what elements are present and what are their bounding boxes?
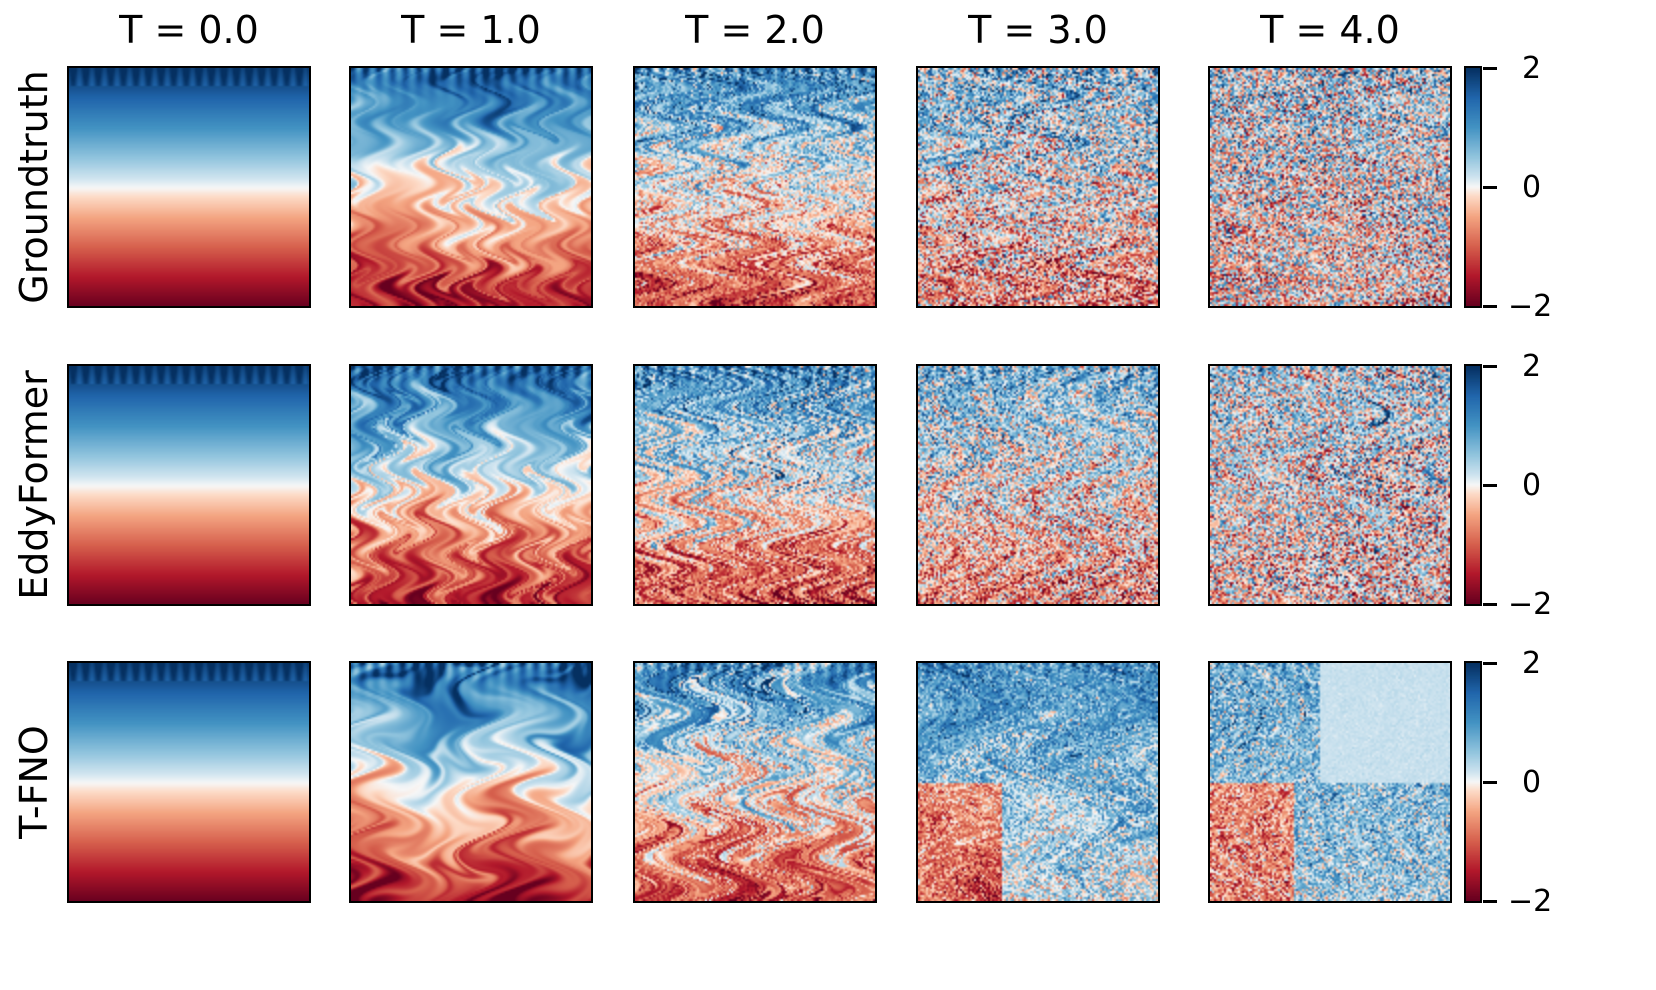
colorbar-tick-label: 2	[1522, 50, 1542, 86]
column-title: T = 1.0	[401, 8, 541, 52]
colorbar-tick-label: 2	[1522, 348, 1542, 384]
heatmap-panel	[349, 364, 593, 606]
colorbar-tick-label: −2	[1508, 288, 1553, 324]
colorbar-tick	[1483, 484, 1497, 487]
heatmap-panel	[1208, 66, 1452, 308]
heatmap-canvas	[351, 68, 591, 306]
heatmap-panel	[349, 66, 593, 308]
heatmap-panel	[1208, 364, 1452, 606]
heatmap-canvas	[918, 663, 1158, 901]
colorbar-gradient	[1466, 68, 1480, 306]
colorbar	[1464, 66, 1482, 308]
heatmap-canvas	[69, 663, 309, 901]
heatmap-canvas	[69, 68, 309, 306]
heatmap-canvas	[918, 68, 1158, 306]
colorbar-tick	[1483, 603, 1497, 606]
heatmap-canvas	[635, 366, 875, 604]
column-title: T = 0.0	[119, 8, 259, 52]
heatmap-panel	[349, 661, 593, 903]
colorbar	[1464, 661, 1482, 903]
colorbar-tick	[1483, 365, 1497, 368]
heatmap-panel	[1208, 661, 1452, 903]
heatmap-panel	[916, 66, 1160, 308]
heatmap-canvas	[1210, 366, 1450, 604]
colorbar-tick	[1483, 305, 1497, 308]
heatmap-panel	[916, 364, 1160, 606]
column-title: T = 3.0	[968, 8, 1108, 52]
heatmap-panel	[916, 661, 1160, 903]
heatmap-canvas	[635, 68, 875, 306]
colorbar-tick	[1483, 781, 1497, 784]
colorbar-tick-label: 0	[1522, 169, 1542, 205]
colorbar-tick	[1483, 900, 1497, 903]
heatmap-panel	[633, 66, 877, 308]
heatmap-canvas	[69, 366, 309, 604]
heatmap-canvas	[918, 366, 1158, 604]
colorbar-tick	[1483, 186, 1497, 189]
colorbar-tick-label: −2	[1508, 586, 1553, 622]
colorbar	[1464, 364, 1482, 606]
colorbar-gradient	[1466, 663, 1480, 901]
heatmap-panel	[67, 661, 311, 903]
heatmap-panel	[67, 66, 311, 308]
colorbar-tick	[1483, 67, 1497, 70]
row-label: Groundtruth	[12, 70, 56, 304]
colorbar-tick-label: 2	[1522, 645, 1542, 681]
heatmap-canvas	[635, 663, 875, 901]
colorbar-tick-label: 0	[1522, 764, 1542, 800]
row-label: EddyFormer	[12, 370, 56, 600]
colorbar-tick-label: −2	[1508, 883, 1553, 919]
colorbar-tick	[1483, 662, 1497, 665]
heatmap-canvas	[351, 663, 591, 901]
column-title: T = 2.0	[685, 8, 825, 52]
row-label: T-FNO	[12, 725, 56, 839]
heatmap-canvas	[351, 366, 591, 604]
colorbar-gradient	[1466, 366, 1480, 604]
heatmap-panel	[633, 661, 877, 903]
heatmap-panel	[633, 364, 877, 606]
heatmap-panel	[67, 364, 311, 606]
column-title: T = 4.0	[1260, 8, 1400, 52]
colorbar-tick-label: 0	[1522, 467, 1542, 503]
heatmap-canvas	[1210, 663, 1450, 901]
heatmap-canvas	[1210, 68, 1450, 306]
